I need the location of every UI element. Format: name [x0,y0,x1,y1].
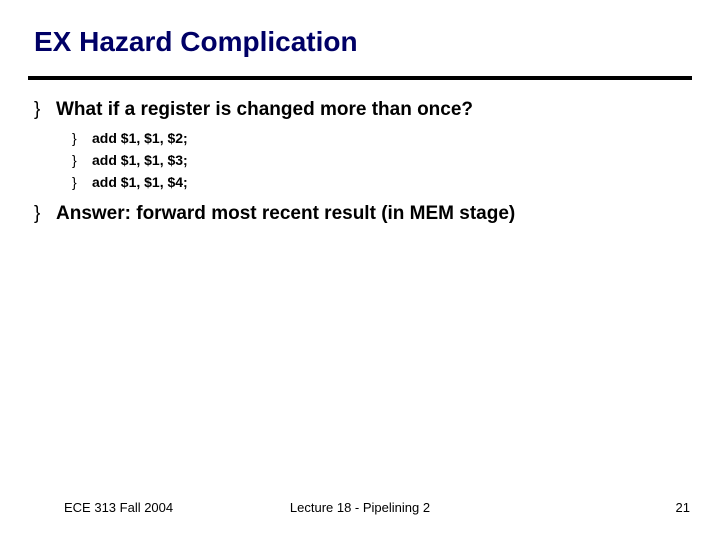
footer-center: Lecture 18 - Pipelining 2 [0,500,720,515]
sub-list: } add $1, $1, $2; } add $1, $1, $3; } ad… [72,128,690,192]
title-rule [28,76,692,80]
bullet-l1-text: What if a register is changed more than … [56,98,473,122]
bullet-l2-text: add $1, $1, $2; [92,128,188,148]
bullet-l2: } add $1, $1, $2; [72,128,690,148]
bullet-l1-text: Answer: forward most recent result (in M… [56,202,515,226]
slide-title: EX Hazard Complication [34,26,358,58]
footer: ECE 313 Fall 2004 Lecture 18 - Pipelinin… [0,500,720,518]
bullet-l1: } What if a register is changed more tha… [34,98,690,122]
bullet-glyph-icon: } [72,150,92,170]
bullet-l2-text: add $1, $1, $4; [92,172,188,192]
bullet-l2: } add $1, $1, $3; [72,150,690,170]
bullet-l1: } Answer: forward most recent result (in… [34,202,690,226]
footer-page-number: 21 [676,500,690,515]
bullet-l2: } add $1, $1, $4; [72,172,690,192]
bullet-glyph-icon: } [72,128,92,148]
bullet-glyph-icon: } [34,202,56,226]
bullet-glyph-icon: } [72,172,92,192]
content-area: } What if a register is changed more tha… [34,98,690,232]
bullet-l2-text: add $1, $1, $3; [92,150,188,170]
bullet-glyph-icon: } [34,98,56,122]
slide: EX Hazard Complication } What if a regis… [0,0,720,540]
